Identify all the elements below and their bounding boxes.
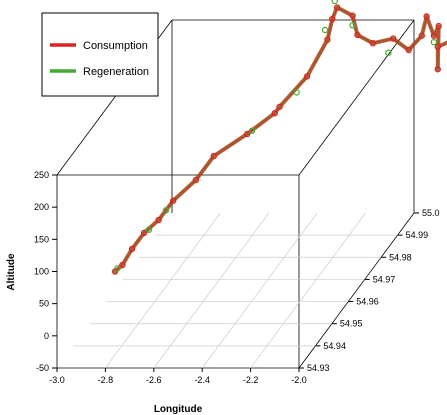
data-point-regeneration [114,265,121,272]
data-point-regeneration [321,26,329,34]
data-point-consumption [128,245,136,253]
data-point-regeneration [162,207,170,214]
data-point-consumption [324,36,331,43]
data-point-consumption [210,152,217,160]
x-tick-label: -2.0 [291,375,307,385]
grid-line-x [153,212,270,369]
z-axis-title: Altitude [6,253,17,291]
data-point-regeneration [430,38,438,46]
y-tick-label: 54.94 [323,341,346,351]
data-point-consumption [140,229,148,237]
data-point-consumption [435,22,442,30]
data-point-consumption [390,35,397,42]
data-point-consumption [369,39,377,47]
data-point-regeneration [349,22,356,29]
data-point-consumption [405,46,412,54]
data-point-regeneration [293,89,300,96]
z-tick-label: 100 [34,267,49,277]
grid-line-x [105,212,221,369]
x-axis-title: Longitude [154,404,203,415]
data-point-consumption [303,73,311,80]
legend: Consumption Regeneration [41,12,159,97]
x-tick-label: -2.8 [98,375,114,385]
z-tick-label: 150 [34,234,49,244]
data-point-consumption [271,110,278,117]
x-tick-label: -3.0 [49,375,65,385]
legend-label-consumption: Consumption [83,40,148,52]
data-point-consumption [354,31,361,39]
y-tick-label: 54.93 [307,363,330,373]
y-tick-label: 55.0 [422,208,440,218]
z-tick-label: 250 [34,170,49,180]
data-point-consumption [333,4,341,11]
box-edge [298,212,415,369]
z-tick-label: 0 [44,331,49,341]
y-tick-label: 54.97 [373,274,396,284]
data-point-regeneration [248,127,256,134]
z-tick-label: 200 [34,202,49,212]
grid-line-x [250,212,366,369]
legend-box [41,12,159,97]
y-tick-label: 54.99 [406,230,429,240]
data-point-consumption [418,32,425,39]
y-tick-label: 54.96 [356,297,379,307]
y-tick-label: 54.95 [340,319,363,329]
track-lines [113,5,447,274]
x-tick-label: -2.2 [243,375,259,385]
data-point-consumption [329,15,336,23]
data-point-consumption [423,13,430,20]
x-tick-label: -2.4 [194,375,210,385]
data-point-consumption [169,197,177,204]
data-point-consumption [192,176,200,184]
data-point-consumption [243,130,251,138]
data-point-consumption [155,216,162,224]
legend-label-regeneration: Regeneration [83,66,149,78]
y-tick-label: 54.98 [389,252,412,262]
data-point-regeneration [331,0,338,5]
data-point-consumption [430,32,438,39]
box-edge [298,19,415,176]
data-point-regeneration [385,49,392,56]
track-line-consumption-highlight [114,6,447,273]
z-tick-label: 50 [39,299,49,309]
grid-lines [73,212,398,369]
data-point-regeneration [145,226,153,233]
tick-labels: -3.0 -2.8 -2.6 -2.4 -2.2 -2.054.93 54.94 54.95 5… [34,170,440,385]
data-point-consumption [434,66,441,73]
data-point-consumption [349,12,356,19]
data-point-consumption [276,103,283,110]
data-point-consumption [434,43,441,50]
data-point-consumption [119,261,126,269]
x-tick-label: -2.6 [146,375,162,385]
data-points [111,0,442,275]
grid-line-x [201,212,318,369]
z-tick-label: -50 [36,363,49,373]
